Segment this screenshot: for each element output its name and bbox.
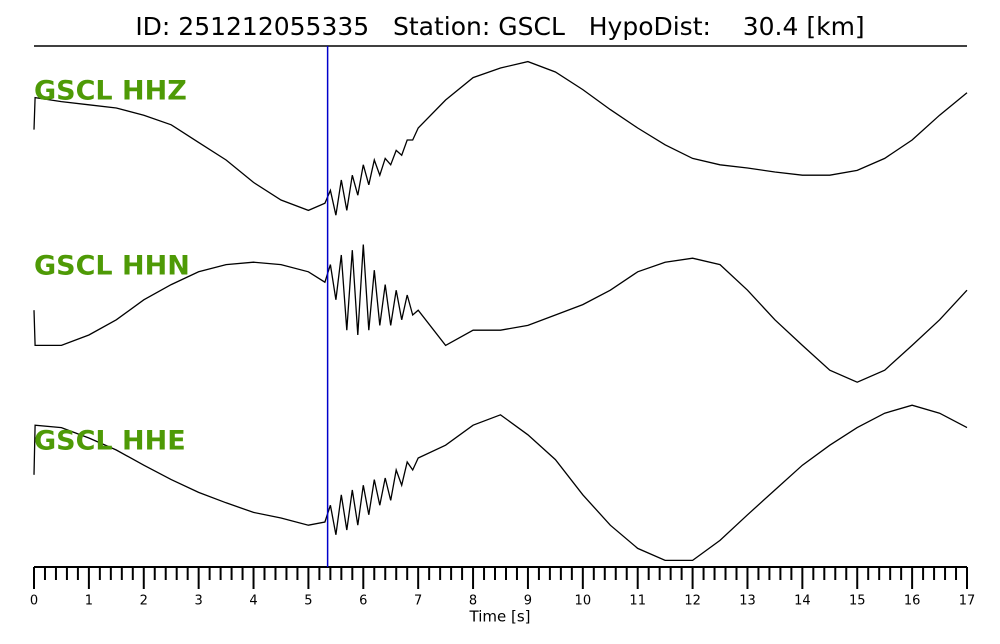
x-tick-label: 10 (575, 594, 592, 609)
trace (33, 404, 968, 562)
trace-label: GSCL HHZ (34, 76, 187, 107)
x-tick-label: 4 (249, 594, 257, 609)
x-tick-label: 12 (684, 594, 701, 609)
x-tick-label: 0 (30, 594, 38, 609)
trace-label: GSCL HHE (34, 426, 186, 457)
x-tick-label: 7 (414, 594, 422, 609)
trace (33, 244, 968, 383)
x-tick-label: 17 (959, 594, 976, 609)
x-tick-label: 6 (359, 594, 367, 609)
x-tick-label: 5 (304, 594, 312, 609)
x-tick-label: 2 (140, 594, 148, 609)
x-tick-label: 15 (849, 594, 866, 609)
x-axis-label: Time [s] (469, 608, 531, 626)
x-tick-label: 16 (904, 594, 921, 609)
x-tick-label: 14 (794, 594, 811, 609)
chart-title: ID: 251212055335 Station: GSCL HypoDist:… (135, 12, 864, 41)
trace-label: GSCL HHN (34, 251, 190, 282)
trace (33, 60, 968, 216)
x-tick-label: 9 (524, 594, 532, 609)
x-tick-label: 8 (469, 594, 477, 609)
x-tick-label: 1 (85, 594, 93, 609)
x-tick-label: 3 (195, 594, 203, 609)
x-tick-label: 11 (629, 594, 646, 609)
x-tick-label: 13 (739, 594, 756, 609)
